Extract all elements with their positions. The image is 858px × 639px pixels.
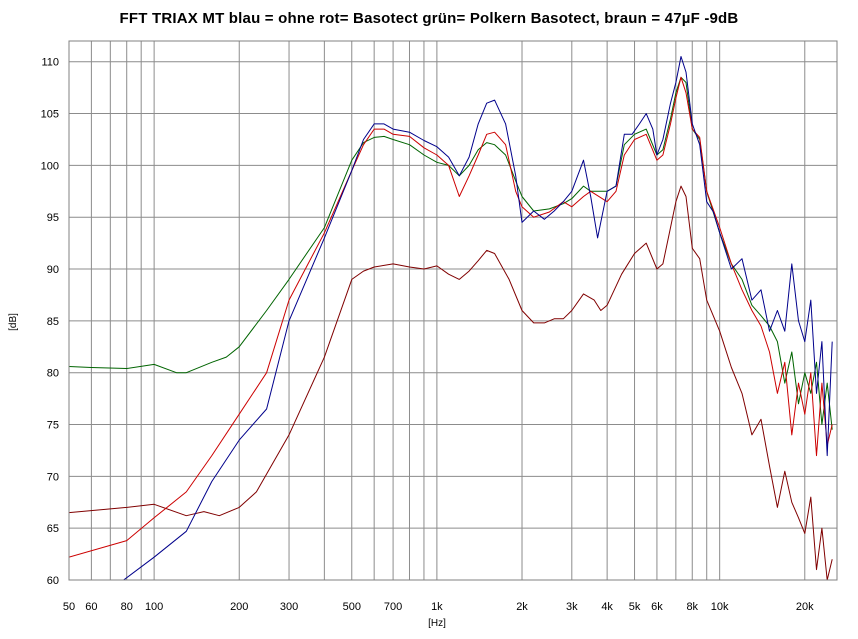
x-tick-label-13: 6k	[651, 601, 663, 613]
x-tick-label-15: 10k	[711, 601, 729, 613]
y-tick-label-1: 65	[47, 523, 59, 535]
x-tick-label-10: 3k	[566, 601, 578, 613]
x-tick-label-11: 4k	[601, 601, 613, 613]
series-line-0	[123, 56, 833, 580]
y-tick-label-0: 60	[47, 575, 59, 587]
x-tick-label-2: 80	[121, 601, 133, 613]
x-tick-label-4: 200	[230, 601, 248, 613]
series-line-2	[69, 76, 833, 430]
y-tick-label-7: 95	[47, 212, 59, 224]
y-tick-label-2: 70	[47, 471, 59, 483]
y-tick-label-9: 105	[41, 109, 59, 121]
y-tick-label-5: 85	[47, 316, 59, 328]
x-tick-label-7: 700	[384, 601, 402, 613]
x-tick-label-0: 50	[63, 601, 75, 613]
x-axis-label: [Hz]	[428, 618, 446, 629]
chart-title: FFT TRIAX MT blau = ohne rot= Basotect g…	[119, 10, 739, 27]
y-axis-label: [dB]	[8, 313, 19, 331]
series-group	[69, 56, 833, 580]
x-tick-label-5: 300	[280, 601, 298, 613]
series-line-1	[69, 76, 833, 558]
y-tick-labels: 60 65 70 75 80 85 90 95 100 105 110	[41, 57, 59, 587]
x-tick-label-3: 100	[145, 601, 163, 613]
x-tick-labels: 50 60 80 100 200 300 500 700 1k 2k 3k 4k 5k 6k 8k 10k 20…	[63, 601, 814, 613]
x-tick-label-9: 2k	[516, 601, 528, 613]
y-tick-label-8: 100	[41, 160, 59, 172]
x-tick-label-1: 60	[85, 601, 97, 613]
x-tick-label-12: 5k	[629, 601, 641, 613]
x-tick-label-14: 8k	[686, 601, 698, 613]
x-tick-label-6: 500	[343, 601, 361, 613]
grid-lines	[68, 41, 837, 581]
plot-frame	[68, 40, 838, 581]
y-tick-label-6: 90	[47, 264, 59, 276]
y-tick-label-10: 110	[41, 57, 59, 69]
x-tick-label-16: 20k	[796, 601, 814, 613]
series-line-3	[69, 185, 833, 580]
y-tick-label-4: 80	[47, 368, 59, 380]
y-tick-label-3: 75	[47, 420, 59, 432]
x-tick-label-8: 1k	[431, 601, 443, 613]
